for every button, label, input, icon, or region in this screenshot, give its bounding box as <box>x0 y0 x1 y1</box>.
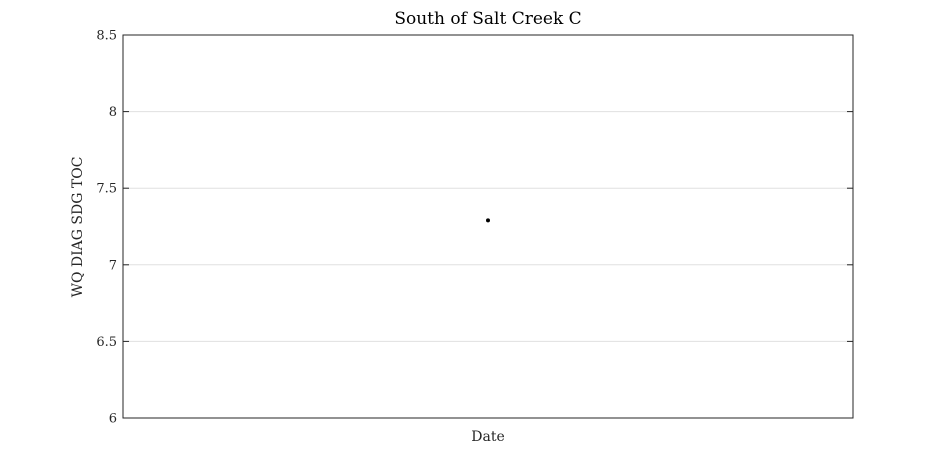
y-tick-label: 7 <box>109 258 117 273</box>
x-axis-label: Date <box>471 429 504 445</box>
y-axis-label: WQ DIAG SDG TOC <box>70 157 86 298</box>
chart-title: South of Salt Creek C <box>394 9 581 29</box>
y-tick-label: 8.5 <box>96 29 117 44</box>
data-points <box>486 218 490 223</box>
y-tick-label: 6 <box>109 412 117 427</box>
plot-area-frame <box>122 34 854 419</box>
grid-lines <box>123 111 853 342</box>
data-point <box>486 218 490 223</box>
y-tick-label: 7.5 <box>96 182 117 197</box>
y-tick-label: 8 <box>109 105 117 120</box>
y-ticks: 6 6.5 7 7.5 8 8.5 <box>96 29 853 427</box>
y-tick-label: 6.5 <box>96 335 117 350</box>
